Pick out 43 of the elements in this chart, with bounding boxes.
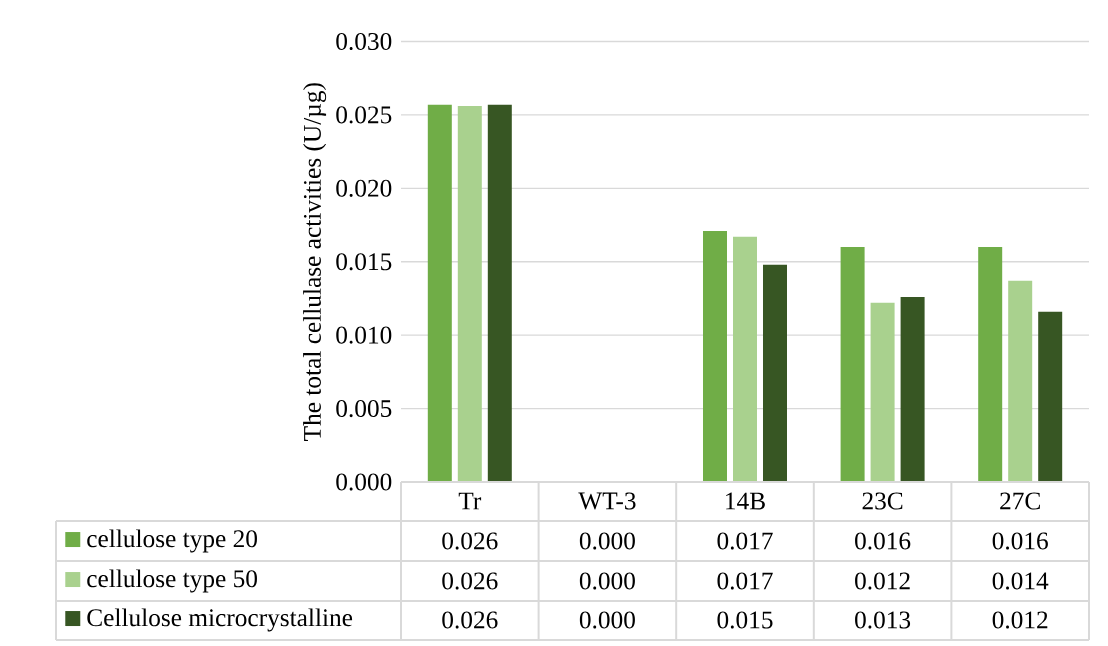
- x-tick-label: Tr: [458, 492, 482, 510]
- y-tick-label: 0.000: [336, 473, 392, 491]
- data-label: 0.026: [442, 572, 498, 590]
- bar: [487, 104, 512, 482]
- y-tick-label: 0.015: [336, 253, 392, 271]
- data-label: 0.012: [855, 572, 910, 590]
- bar: [840, 247, 865, 482]
- data-label: 0.014: [992, 572, 1049, 590]
- bar: [1038, 311, 1063, 482]
- bar: [427, 104, 452, 482]
- bar: [733, 236, 757, 482]
- y-tick-label: 0.020: [336, 179, 392, 197]
- data-label: 0.017: [717, 532, 773, 550]
- bar: [870, 302, 895, 482]
- bar: [978, 247, 1003, 482]
- data-label: 0.000: [579, 532, 635, 550]
- bar: [900, 296, 925, 482]
- legend-label: cellulose type 20: [87, 529, 257, 553]
- data-label: 0.000: [579, 572, 635, 590]
- bar: [457, 106, 482, 482]
- legend-label: cellulose type 50: [87, 569, 257, 593]
- data-label: 0.016: [855, 532, 911, 550]
- y-axis-title: The total cellulase activities (U/µg): [303, 83, 327, 441]
- x-tick-label: WT-3: [578, 492, 636, 510]
- y-tick-label: 0.005: [336, 399, 392, 418]
- bar: [703, 230, 727, 482]
- data-label: 0.000: [579, 611, 635, 629]
- data-label: 0.026: [442, 611, 498, 629]
- bar: [763, 264, 787, 482]
- y-tick-label: 0.030: [336, 32, 392, 51]
- y-tick-label: 0.025: [336, 106, 392, 124]
- data-label: 0.026: [442, 532, 498, 550]
- data-label: 0.016: [992, 532, 1048, 550]
- y-tick-label: 0.010: [336, 326, 392, 344]
- x-tick-label: 23C: [862, 492, 903, 510]
- data-label: 0.013: [855, 611, 911, 629]
- legend-label: Cellulose microcrystalline: [87, 608, 353, 632]
- x-tick-label: 14B: [726, 492, 765, 510]
- data-label: 0.015: [717, 611, 773, 629]
- bar: [1008, 280, 1033, 482]
- data-label: 0.012: [992, 611, 1048, 629]
- x-tick-label: 27C: [1000, 492, 1040, 510]
- data-label: 0.017: [717, 572, 773, 590]
